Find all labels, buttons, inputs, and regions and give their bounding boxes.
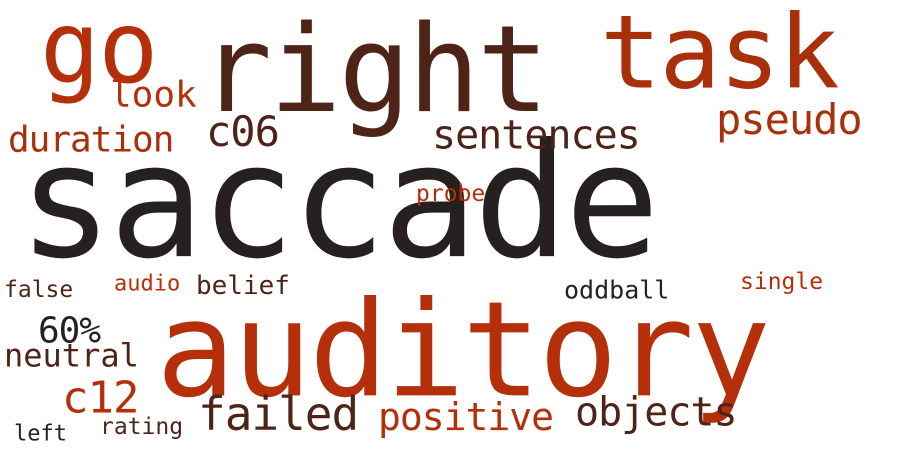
word-pseudo: pseudo: [716, 94, 863, 144]
word-60pct: 60%: [38, 310, 101, 352]
word-task: task: [600, 0, 840, 113]
word-positive: positive: [378, 394, 554, 439]
word-audio: audio: [114, 271, 181, 297]
word-sentences: sentences: [432, 112, 641, 159]
word-neutral: neutral: [4, 336, 139, 375]
word-duration: duration: [8, 119, 174, 161]
word-false: false: [4, 276, 74, 303]
word-auditory: auditory: [156, 273, 771, 428]
word-saccade: saccade: [18, 110, 660, 295]
word-left: left: [14, 421, 67, 447]
word-go: go: [40, 0, 158, 106]
word-probe: probe: [416, 180, 486, 207]
word-failed: failed: [198, 386, 359, 441]
word-rating: rating: [100, 413, 184, 440]
word-objects: objects: [575, 389, 738, 436]
word-c12: c12: [62, 372, 139, 424]
word-right: right: [200, 1, 549, 141]
word-oddball: oddball: [564, 275, 670, 305]
word-single: single: [740, 268, 824, 295]
word-c06: c06: [206, 106, 280, 156]
word-belief: belief: [196, 270, 290, 301]
word-look: look: [110, 74, 197, 116]
